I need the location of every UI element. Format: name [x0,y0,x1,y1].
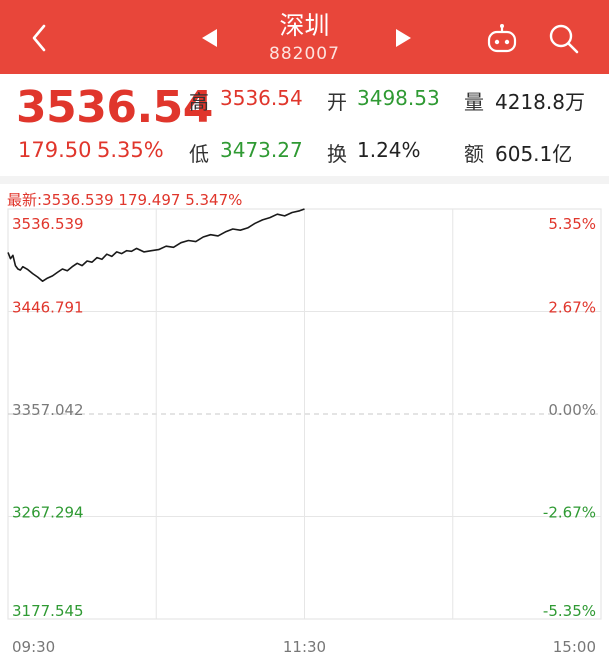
quote-panel: 3536.54 179.50 5.35% 高 3536.54 低 3473.27… [0,74,609,176]
y-tick-label-right: 2.67% [548,299,596,317]
y-tick-label-right: 0.00% [548,401,596,419]
high-label: 高 [189,90,209,114]
price-change: 179.50 [18,138,92,162]
volume-label: 量 [464,90,484,114]
y-tick-label-right: 5.35% [548,215,596,233]
previous-triangle-icon[interactable] [197,26,221,50]
intraday-chart-svg: 3536.539 3446.791 3357.042 3267.294 3177.545… [7,208,602,656]
section-divider [0,176,609,184]
next-triangle-icon[interactable] [392,26,416,50]
low-value: 3473.27 [220,138,303,162]
turnover-rate-value: 1.24% [357,138,421,162]
y-tick-label-left: 3267.294 [12,504,84,522]
current-price: 3536.54 [16,82,213,133]
y-tick-label-right: -5.35% [543,602,596,620]
y-tick-label-left: 3357.042 [12,401,84,419]
search-icon[interactable] [547,22,581,56]
robot-assistant-icon[interactable] [484,22,520,56]
y-tick-label-left: 3446.791 [12,299,84,317]
top-nav-bar: 深圳 882007 [0,0,609,74]
open-value: 3498.53 [357,86,440,110]
x-tick-label: 15:00 [553,638,596,656]
index-code: 882007 [269,44,340,64]
page-title: 深圳 [279,11,330,40]
open-label: 开 [327,90,347,114]
intraday-chart[interactable]: 3536.539 3446.791 3357.042 3267.294 3177.545… [0,184,609,659]
x-tick-label: 11:30 [283,638,326,656]
y-tick-label-left: 3177.545 [12,602,84,620]
y-tick-label-right: -2.67% [543,504,596,522]
x-tick-label: 09:30 [12,638,55,656]
amount-label: 额 [464,142,484,166]
turnover-rate-label: 换 [327,142,347,166]
volume-value: 4218.8万 [495,90,585,114]
latest-quote-line: 最新:3536.539 179.497 5.347% [7,191,243,209]
price-line [7,208,305,282]
price-change-percent: 5.35% [97,138,164,162]
high-value: 3536.54 [220,86,303,110]
low-label: 低 [189,142,209,166]
amount-value: 605.1亿 [495,142,573,166]
back-arrow-icon[interactable] [24,20,56,56]
y-tick-label-left: 3536.539 [12,215,84,233]
